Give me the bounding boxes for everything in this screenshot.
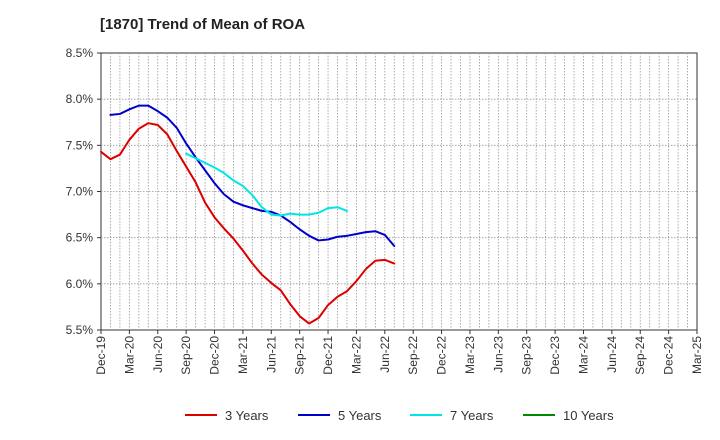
x-tick-label: Dec-21 xyxy=(321,336,335,375)
legend-label-5-years: 5 Years xyxy=(338,408,382,423)
y-tick-label: 6.5% xyxy=(66,231,94,245)
series-line-5-years xyxy=(109,104,396,247)
series-line-7-years xyxy=(185,152,348,217)
y-tick-label: 6.0% xyxy=(66,277,94,291)
x-tick-label: Jun-23 xyxy=(491,336,505,373)
x-tick-label: Sep-23 xyxy=(520,336,534,375)
x-tick-label: Dec-24 xyxy=(662,336,676,375)
x-tick-label: Mar-20 xyxy=(122,336,136,374)
y-tick-label: 7.5% xyxy=(66,138,94,152)
chart-title: [1870] Trend of Mean of ROA xyxy=(100,16,306,33)
x-tick-label: Jun-22 xyxy=(378,336,392,373)
x-tick-label: Sep-22 xyxy=(406,336,420,375)
x-tick-label: Mar-23 xyxy=(463,336,477,374)
x-tick-label: Mar-21 xyxy=(236,336,250,374)
x-tick-label: Jun-21 xyxy=(264,336,278,373)
x-tick-label: Sep-24 xyxy=(633,336,647,375)
x-tick-label: Dec-19 xyxy=(94,336,108,375)
grid-lines xyxy=(100,52,698,331)
legend: 3 Years 5 Years 7 Years 10 Years xyxy=(185,408,614,423)
x-tick-label: Jun-20 xyxy=(151,336,165,373)
y-tick-label: 7.0% xyxy=(66,185,94,199)
axes: 5.5% 6.0% 6.5% 7.0% 7.5% 8.0% 8.5% Dec-19 Mar-20… xyxy=(66,46,704,375)
y-tick-label: 5.5% xyxy=(66,323,94,337)
y-tick-label: 8.5% xyxy=(66,46,94,60)
legend-label-10-years: 10 Years xyxy=(563,408,614,423)
x-tick-label: Sep-21 xyxy=(293,336,307,375)
series-lines xyxy=(100,104,396,325)
x-tick-label: Dec-23 xyxy=(548,336,562,375)
legend-label-3-years: 3 Years xyxy=(225,408,269,423)
x-tick-label: Dec-22 xyxy=(435,336,449,375)
x-tick-label: Dec-20 xyxy=(208,336,222,375)
series-line-3-years xyxy=(100,122,396,325)
x-tick-label: Mar-22 xyxy=(349,336,363,374)
x-tick-label: Mar-24 xyxy=(576,336,590,374)
legend-label-7-years: 7 Years xyxy=(450,408,494,423)
x-tick-label: Sep-20 xyxy=(179,336,193,375)
x-tick-label: Mar-25 xyxy=(690,336,704,374)
x-tick-label: Jun-24 xyxy=(605,336,619,373)
y-tick-label: 8.0% xyxy=(66,92,94,106)
